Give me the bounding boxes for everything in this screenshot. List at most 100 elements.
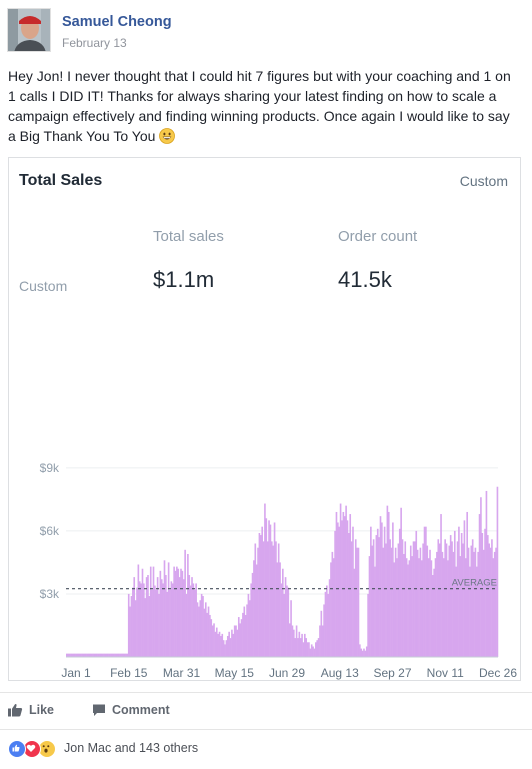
sales-bar xyxy=(419,547,422,657)
sales-bar xyxy=(93,653,96,657)
sales-bar xyxy=(246,604,248,657)
comment-button[interactable]: Comment xyxy=(92,703,170,717)
sales-bar xyxy=(447,560,449,657)
x-tick-label: Dec 26 xyxy=(479,666,517,680)
post-date[interactable]: February 13 xyxy=(62,36,127,50)
sales-bar xyxy=(346,520,349,657)
sales-bar xyxy=(359,644,361,657)
sales-bar xyxy=(243,606,246,657)
sales-bar xyxy=(79,653,82,657)
sales-bar xyxy=(427,558,430,657)
sales-bar xyxy=(416,549,419,657)
x-tick-label: Feb 15 xyxy=(110,666,148,680)
sales-bar xyxy=(372,539,375,657)
sales-bar xyxy=(273,522,276,657)
sales-bar xyxy=(206,612,208,657)
sales-bar xyxy=(152,566,155,657)
sales-bar xyxy=(350,541,353,657)
reactions-summary[interactable]: Jon Mac and 143 others xyxy=(0,729,532,769)
sales-bar xyxy=(247,593,250,657)
sales-bar xyxy=(337,522,339,657)
author-avatar[interactable] xyxy=(7,8,51,52)
sales-bar xyxy=(107,653,109,657)
sales-bar xyxy=(182,579,185,657)
sales-bar xyxy=(482,549,485,657)
sales-bar xyxy=(295,625,298,657)
sales-bar xyxy=(367,593,369,657)
sales-bar xyxy=(68,653,71,657)
sales-bar xyxy=(144,598,147,657)
sales-bar xyxy=(125,653,127,657)
sales-bar xyxy=(313,648,316,657)
sales-bar xyxy=(72,653,75,657)
sales-bar xyxy=(185,593,188,657)
sales-chart: $9k $6k $3k AVERAGE Jan 1 Feb 15 Mar 31 May 15 J… xyxy=(40,461,518,680)
sales-bar xyxy=(485,490,488,657)
sales-bar xyxy=(214,631,217,657)
sales-bar xyxy=(364,650,367,657)
sales-bar xyxy=(430,560,433,657)
sales-bar xyxy=(327,593,330,657)
x-tick-label: Mar 31 xyxy=(163,666,201,680)
average-label: AVERAGE xyxy=(452,578,497,589)
sales-bar xyxy=(484,528,486,657)
sales-bar xyxy=(363,648,365,657)
sales-bar xyxy=(412,541,415,657)
metric-value-total-sales: $1.1m xyxy=(153,267,215,292)
sales-bar xyxy=(116,653,119,657)
sales-bar xyxy=(291,625,294,657)
sales-bar xyxy=(233,625,236,657)
like-reaction-icon xyxy=(8,740,26,758)
sales-bar xyxy=(491,539,493,657)
sales-bar xyxy=(148,596,151,657)
sales-bar xyxy=(265,518,268,657)
sales-bar xyxy=(81,653,83,657)
sales-bar xyxy=(66,653,68,657)
sales-bar xyxy=(269,524,272,657)
sales-bar xyxy=(339,503,342,657)
sales-bar xyxy=(75,653,78,657)
author-name[interactable]: Samuel Cheong xyxy=(62,14,172,30)
sales-bar xyxy=(129,606,131,657)
grinning-face-emoji-icon xyxy=(159,128,176,144)
sales-bar xyxy=(167,562,170,657)
sales-bar xyxy=(382,547,385,657)
sales-bar xyxy=(477,551,479,657)
y-tick-label: $9k xyxy=(40,461,60,475)
sales-bar xyxy=(169,589,171,657)
sales-bar xyxy=(242,612,244,657)
like-button[interactable]: Like xyxy=(8,703,54,717)
sales-bar xyxy=(471,539,474,657)
sales-bar xyxy=(236,629,239,657)
reactions-count[interactable]: Jon Mac and 143 others xyxy=(64,741,199,755)
card-title: Total Sales xyxy=(19,172,103,189)
sales-bar xyxy=(299,638,302,657)
total-sales-card[interactable]: Total Sales Custom Total sales Order cou… xyxy=(8,157,521,681)
post-header: Samuel Cheong February 13 xyxy=(7,8,507,56)
sales-bar xyxy=(451,541,453,657)
sales-bar xyxy=(420,560,423,657)
sales-bar xyxy=(115,653,118,657)
sales-bar xyxy=(429,549,431,657)
sales-bar xyxy=(232,633,235,657)
sales-bar xyxy=(438,543,441,657)
sales-bar xyxy=(480,497,482,657)
sales-bar xyxy=(253,560,255,657)
sales-bar xyxy=(217,633,219,657)
sales-bar xyxy=(349,514,352,657)
sales-bar xyxy=(293,629,295,657)
sales-bar xyxy=(335,511,338,657)
sales-bar xyxy=(304,633,306,657)
sales-bar xyxy=(215,627,218,657)
sales-bar xyxy=(133,577,136,657)
sales-bar xyxy=(268,520,270,657)
sales-bar xyxy=(154,585,156,657)
sales-bar xyxy=(401,539,404,657)
sales-bar xyxy=(370,526,372,657)
card-date-range: Custom xyxy=(459,173,508,189)
wow-reaction-icon xyxy=(38,740,56,758)
sales-bar xyxy=(440,514,442,657)
sales-bar xyxy=(474,547,477,657)
sales-bar xyxy=(158,593,160,657)
sales-bar xyxy=(195,583,197,657)
